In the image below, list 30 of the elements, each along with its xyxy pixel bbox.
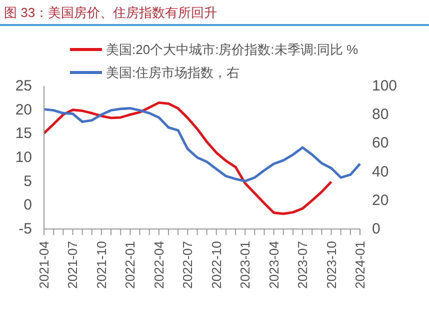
y-tick-label: 0 <box>24 196 32 214</box>
legend-label: 美国:住房市场指数，右 <box>106 64 240 82</box>
x-tick-label: 2023-10 <box>324 241 339 289</box>
y2-tick-label: 40 <box>372 163 389 180</box>
y2-tick-label: 0 <box>372 220 380 238</box>
x-tick-label: 2023-07 <box>295 241 310 289</box>
x-tick-label: 2022-01 <box>122 241 138 289</box>
x-tick-label: 2023-04 <box>266 241 282 289</box>
x-tick-label: 2023-01 <box>238 241 253 289</box>
y-tick-label: 10 <box>15 149 32 166</box>
y-tick-label: 25 <box>15 78 32 94</box>
y2-tick-label: 20 <box>372 192 389 209</box>
line-series <box>42 107 362 182</box>
y2-tick-label: 100 <box>372 78 398 94</box>
y-tick-label: 20 <box>15 101 32 118</box>
y-tick-label: 15 <box>15 125 32 142</box>
line-series <box>42 101 333 215</box>
x-tick-label: 2022-07 <box>180 241 196 289</box>
legend-label: 美国:20个大中城市:房价指数:未季调:同比 % <box>106 41 358 59</box>
y-tick-label: 5 <box>24 172 32 190</box>
x-tick-label: 2022-10 <box>208 241 224 289</box>
x-tick-label: 2021-07 <box>65 241 80 289</box>
y-tick-label: -5 <box>18 220 32 238</box>
x-tick-label: 2021-04 <box>36 241 52 289</box>
y2-tick-label: 60 <box>372 134 389 152</box>
x-tick-label: 2021-10 <box>94 241 109 289</box>
y2-tick-label: 80 <box>372 106 389 124</box>
x-tick-label: 2022-04 <box>151 241 166 289</box>
x-tick-label: 2024-01 <box>352 241 368 289</box>
chart-title: 图 33：美国房价、住房指数有所回升 <box>4 4 218 22</box>
